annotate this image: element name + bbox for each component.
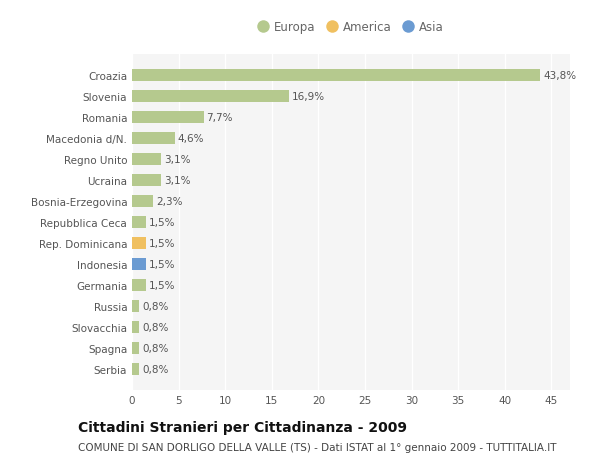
- Bar: [132, 175, 161, 186]
- Legend: Europa, America, Asia: Europa, America, Asia: [255, 17, 447, 38]
- Bar: [132, 342, 139, 354]
- Bar: [132, 322, 139, 333]
- Bar: [132, 364, 139, 375]
- Bar: [132, 154, 161, 166]
- Text: COMUNE DI SAN DORLIGO DELLA VALLE (TS) - Dati ISTAT al 1° gennaio 2009 - TUTTITA: COMUNE DI SAN DORLIGO DELLA VALLE (TS) -…: [78, 442, 557, 452]
- Bar: [132, 259, 146, 270]
- Text: Cittadini Stranieri per Cittadinanza - 2009: Cittadini Stranieri per Cittadinanza - 2…: [78, 420, 407, 434]
- Bar: [132, 112, 204, 123]
- Bar: [132, 133, 175, 145]
- Bar: [132, 196, 154, 207]
- Text: 16,9%: 16,9%: [292, 92, 325, 102]
- Bar: [132, 238, 146, 249]
- Text: 2,3%: 2,3%: [156, 197, 183, 207]
- Text: 43,8%: 43,8%: [543, 71, 576, 81]
- Text: 3,1%: 3,1%: [164, 155, 190, 165]
- Bar: [132, 91, 289, 103]
- Text: 0,8%: 0,8%: [142, 364, 169, 374]
- Text: 7,7%: 7,7%: [206, 113, 233, 123]
- Bar: [132, 301, 139, 312]
- Text: 4,6%: 4,6%: [178, 134, 204, 144]
- Bar: [132, 280, 146, 291]
- Text: 1,5%: 1,5%: [149, 280, 175, 291]
- Bar: [132, 70, 540, 82]
- Text: 0,8%: 0,8%: [142, 343, 169, 353]
- Text: 0,8%: 0,8%: [142, 302, 169, 311]
- Text: 0,8%: 0,8%: [142, 322, 169, 332]
- Text: 1,5%: 1,5%: [149, 239, 175, 248]
- Text: 1,5%: 1,5%: [149, 259, 175, 269]
- Text: 1,5%: 1,5%: [149, 218, 175, 228]
- Bar: [132, 217, 146, 229]
- Text: 3,1%: 3,1%: [164, 176, 190, 186]
